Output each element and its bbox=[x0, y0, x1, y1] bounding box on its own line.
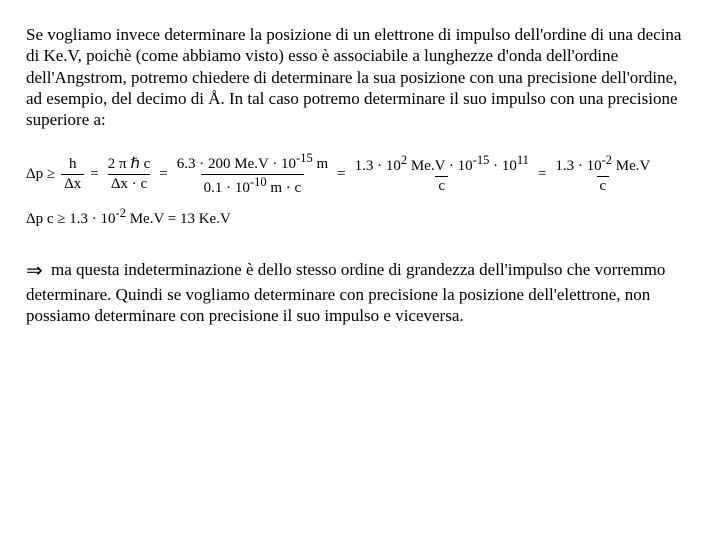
frac-1: h Δx bbox=[61, 156, 84, 192]
frac3-den-exp: -10 bbox=[250, 175, 267, 189]
eq2-text: Δp c ≥ 1.3 · 10-2 Me.V = 13 Ke.V bbox=[26, 206, 231, 229]
frac2-num: 2 π ℏ c bbox=[105, 156, 154, 174]
equation-line-2: Δp c ≥ 1.3 · 10-2 Me.V = 13 Ke.V bbox=[26, 206, 694, 229]
frac-2: 2 π ℏ c Δx · c bbox=[105, 156, 154, 192]
frac4-den: c bbox=[435, 176, 448, 195]
frac3-den-b: m · c bbox=[267, 180, 302, 196]
frac4-num-exp3: 11 bbox=[517, 153, 529, 167]
eq2-text-b: Me.V = 13 Ke.V bbox=[126, 211, 231, 227]
frac4-num-c: · 10 bbox=[489, 158, 517, 174]
frac-4: 1.3 · 102 Me.V · 10-15 · 1011 c bbox=[352, 154, 532, 194]
equation-line-1: Δp ≥ h Δx = 2 π ℏ c Δx · c = 6.3 · 200 M… bbox=[26, 152, 694, 196]
conclusion-text: ma questa indeterminazione è dello stess… bbox=[26, 260, 665, 325]
conclusion-paragraph: ⇒ ma questa indeterminazione è dello ste… bbox=[26, 259, 694, 327]
frac3-num-exp: -15 bbox=[296, 151, 313, 165]
frac4-num: 1.3 · 102 Me.V · 10-15 · 1011 bbox=[352, 154, 532, 176]
frac-5: 1.3 · 10-2 Me.V c bbox=[552, 154, 653, 194]
frac1-num: h bbox=[66, 156, 80, 174]
frac5-num-b: Me.V bbox=[612, 158, 650, 174]
implies-icon: ⇒ bbox=[26, 259, 43, 284]
frac5-num: 1.3 · 10-2 Me.V bbox=[552, 154, 653, 176]
intro-text: Se vogliamo invece determinare la posizi… bbox=[26, 25, 681, 129]
frac1-den: Δx bbox=[61, 174, 84, 193]
frac5-num-a: 1.3 · 10 bbox=[555, 158, 601, 174]
intro-paragraph: Se vogliamo invece determinare la posizi… bbox=[26, 24, 694, 130]
frac3-den: 0.1 · 10-10 m · c bbox=[201, 174, 305, 197]
eq2-exp: -2 bbox=[116, 206, 126, 220]
frac3-num: 6.3 · 200 Me.V · 10-15 m bbox=[174, 152, 331, 174]
eq-sign-2: = bbox=[159, 165, 167, 184]
eq-sign-1: = bbox=[90, 165, 98, 184]
frac3-num-a: 6.3 · 200 Me.V · 10 bbox=[177, 156, 296, 172]
frac4-num-b: Me.V · 10 bbox=[407, 158, 473, 174]
frac2-den: Δx · c bbox=[108, 174, 150, 193]
frac5-den: c bbox=[597, 176, 610, 195]
eq-sign-4: = bbox=[538, 165, 546, 184]
frac3-num-b: m bbox=[313, 156, 328, 172]
frac3-den-a: 0.1 · 10 bbox=[204, 180, 250, 196]
eq2-text-a: Δp c ≥ 1.3 · 10 bbox=[26, 211, 116, 227]
eq-sign-3: = bbox=[337, 165, 345, 184]
frac4-num-exp2: -15 bbox=[473, 153, 490, 167]
eq-lhs: Δp ≥ bbox=[26, 165, 55, 184]
frac-3: 6.3 · 200 Me.V · 10-15 m 0.1 · 10-10 m ·… bbox=[174, 152, 331, 196]
frac4-num-a: 1.3 · 10 bbox=[355, 158, 401, 174]
frac5-num-exp: -2 bbox=[602, 153, 612, 167]
